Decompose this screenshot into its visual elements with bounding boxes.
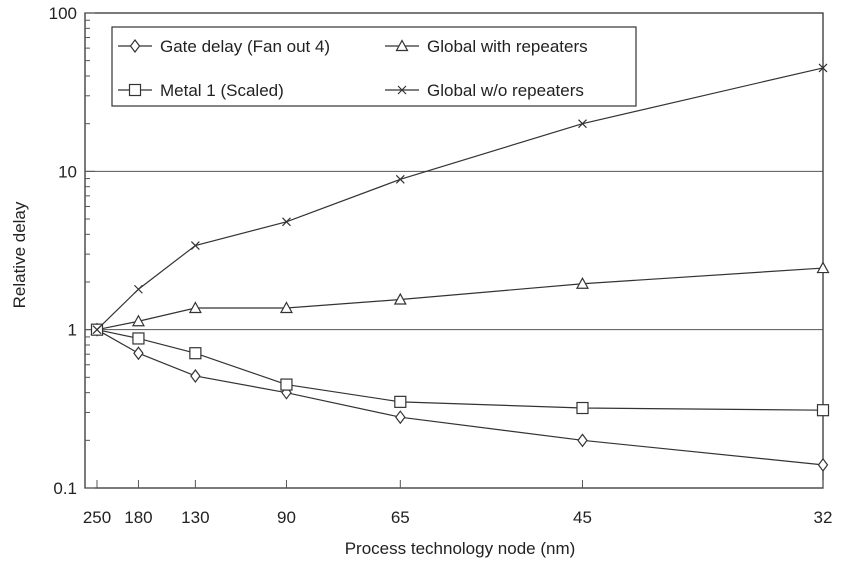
- data-point-global-w-o-repeaters: [190, 241, 200, 250]
- series-metal-1-scaled: [90, 323, 830, 417]
- y-tick-label: 100: [49, 4, 77, 23]
- data-point-global-with-repeaters: [131, 314, 145, 327]
- data-point-global-w-o-repeaters: [818, 63, 828, 73]
- legend-marker: [395, 39, 409, 52]
- legend-label: Global w/o repeaters: [427, 81, 584, 100]
- legend-label: Metal 1 (Scaled): [160, 81, 284, 100]
- legend-marker: [129, 39, 141, 53]
- y-tick-label: 10: [58, 162, 77, 181]
- data-point-global-with-repeaters: [393, 292, 407, 305]
- legend-item-gate-delay-fan-out-4: Gate delay (Fan out 4): [118, 37, 330, 56]
- data-point-metal-1-scaled: [576, 401, 589, 415]
- grid-lines: [85, 170, 823, 331]
- data-point-global-with-repeaters: [816, 261, 830, 274]
- series-line-global-with-repeaters: [96, 267, 824, 331]
- data-point-global-w-o-repeaters: [578, 119, 587, 129]
- series-line-global-w-o-repeaters: [96, 67, 824, 331]
- x-axis-title: Process technology node (nm): [345, 539, 576, 558]
- data-point-global-w-o-repeaters: [92, 325, 102, 335]
- data-point-metal-1-scaled: [816, 404, 830, 417]
- y-axis-title: Relative delay: [10, 201, 29, 308]
- data-point-gate-delay-fan-out-4: [190, 368, 201, 383]
- x-tick-label: 45: [573, 508, 592, 527]
- series-line-metal-1-scaled: [96, 329, 824, 411]
- series-line-gate-delay-fan-out-4: [96, 329, 824, 466]
- x-tick-label: 180: [124, 508, 152, 527]
- legend-marker: [397, 85, 407, 95]
- data-point-global-w-o-repeaters: [282, 217, 291, 227]
- data-point-metal-1-scaled: [132, 332, 145, 345]
- data-point-global-with-repeaters: [279, 301, 293, 314]
- data-point-gate-delay-fan-out-4: [395, 410, 406, 425]
- series-global-w-o-repeaters: [92, 63, 828, 335]
- data-point-metal-1-scaled: [280, 378, 293, 391]
- legend-label: Global with repeaters: [427, 37, 588, 56]
- data-point-gate-delay-fan-out-4: [577, 433, 588, 448]
- series-gate-delay-fan-out-4: [91, 322, 829, 472]
- data-point-gate-delay-fan-out-4: [817, 457, 829, 472]
- legend-item-metal-1-scaled: Metal 1 (Scaled): [118, 81, 284, 100]
- legend-item-global-w-o-repeaters: Global w/o repeaters: [385, 81, 584, 100]
- data-point-global-w-o-repeaters: [395, 174, 405, 184]
- axis-ticks: 0.1 1 10 100 250 180 130 90 65 45 32: [49, 4, 833, 527]
- x-tick-label: 65: [391, 508, 410, 527]
- legend-marker: [128, 83, 142, 97]
- legend: Gate delay (Fan out 4) Global with repeat…: [111, 26, 637, 107]
- data-point-global-w-o-repeaters: [134, 284, 143, 294]
- data-point-gate-delay-fan-out-4: [133, 346, 144, 361]
- series-global-with-repeaters: [90, 261, 830, 335]
- legend-item-global-with-repeaters: Global with repeaters: [385, 37, 588, 56]
- data-point-global-with-repeaters: [575, 276, 589, 289]
- y-tick-label: 1: [68, 321, 77, 340]
- legend-label: Gate delay (Fan out 4): [160, 37, 330, 56]
- x-tick-label: 130: [181, 508, 209, 527]
- series-layer: [90, 63, 830, 472]
- y-tick-label: 0.1: [53, 479, 77, 498]
- x-tick-label: 250: [83, 508, 111, 527]
- data-point-global-with-repeaters: [188, 301, 202, 314]
- data-point-metal-1-scaled: [189, 347, 202, 360]
- plot-frame: [84, 12, 824, 489]
- x-tick-label: 32: [814, 508, 833, 527]
- legend-box: [111, 26, 637, 107]
- x-tick-label: 90: [277, 508, 296, 527]
- data-point-metal-1-scaled: [394, 395, 407, 408]
